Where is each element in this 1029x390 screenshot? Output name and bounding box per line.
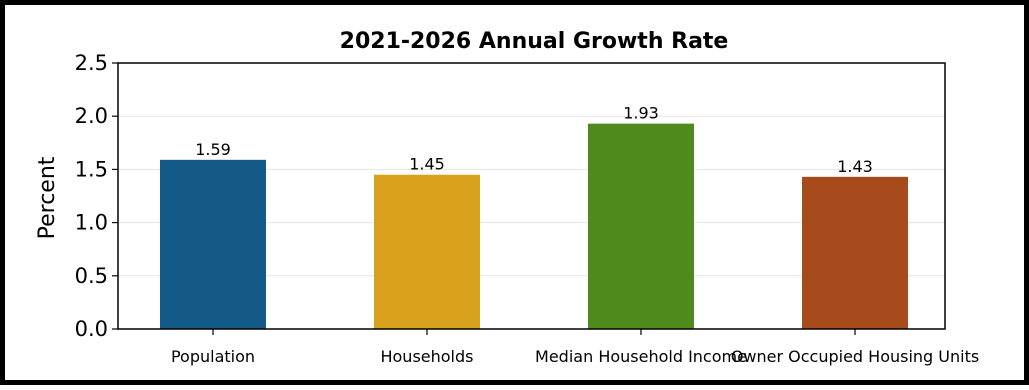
bar	[802, 176, 908, 329]
y-tick-label: 2.0	[75, 104, 108, 128]
bar-value-label: 1.93	[623, 104, 659, 123]
chart-title: 2021-2026 Annual Growth Rate	[340, 29, 729, 54]
axis-layer: 0.0 0.5 1.0 1.5 2.0 2.5 Population Households Me…	[75, 51, 980, 366]
x-tick-label: Owner Occupied Housing Units	[731, 347, 979, 366]
y-tick-label: 1.0	[75, 211, 108, 235]
bar-value-label: 1.59	[195, 140, 231, 159]
bar-value-label: 1.45	[409, 155, 445, 174]
x-tick-label: Households	[380, 347, 473, 366]
y-tick-label: 1.5	[75, 157, 108, 181]
y-tick-label: 0.0	[75, 317, 108, 341]
bar-layer: 1.59 1.45 1.93 1.43	[160, 104, 908, 329]
bar	[588, 123, 694, 329]
bar	[160, 159, 266, 329]
bar	[374, 174, 480, 329]
x-tick-label: Population	[171, 347, 255, 366]
y-tick-label: 2.5	[75, 51, 108, 75]
y-axis-label: Percent	[35, 156, 60, 239]
plot-area-border	[117, 62, 946, 330]
bar-value-label: 1.43	[837, 157, 873, 176]
y-tick-label: 0.5	[75, 264, 108, 288]
x-tick-label: Median Household Income	[535, 347, 747, 366]
bar-chart: 2021-2026 Annual Growth Rate Percent 1.5…	[35, 29, 980, 366]
